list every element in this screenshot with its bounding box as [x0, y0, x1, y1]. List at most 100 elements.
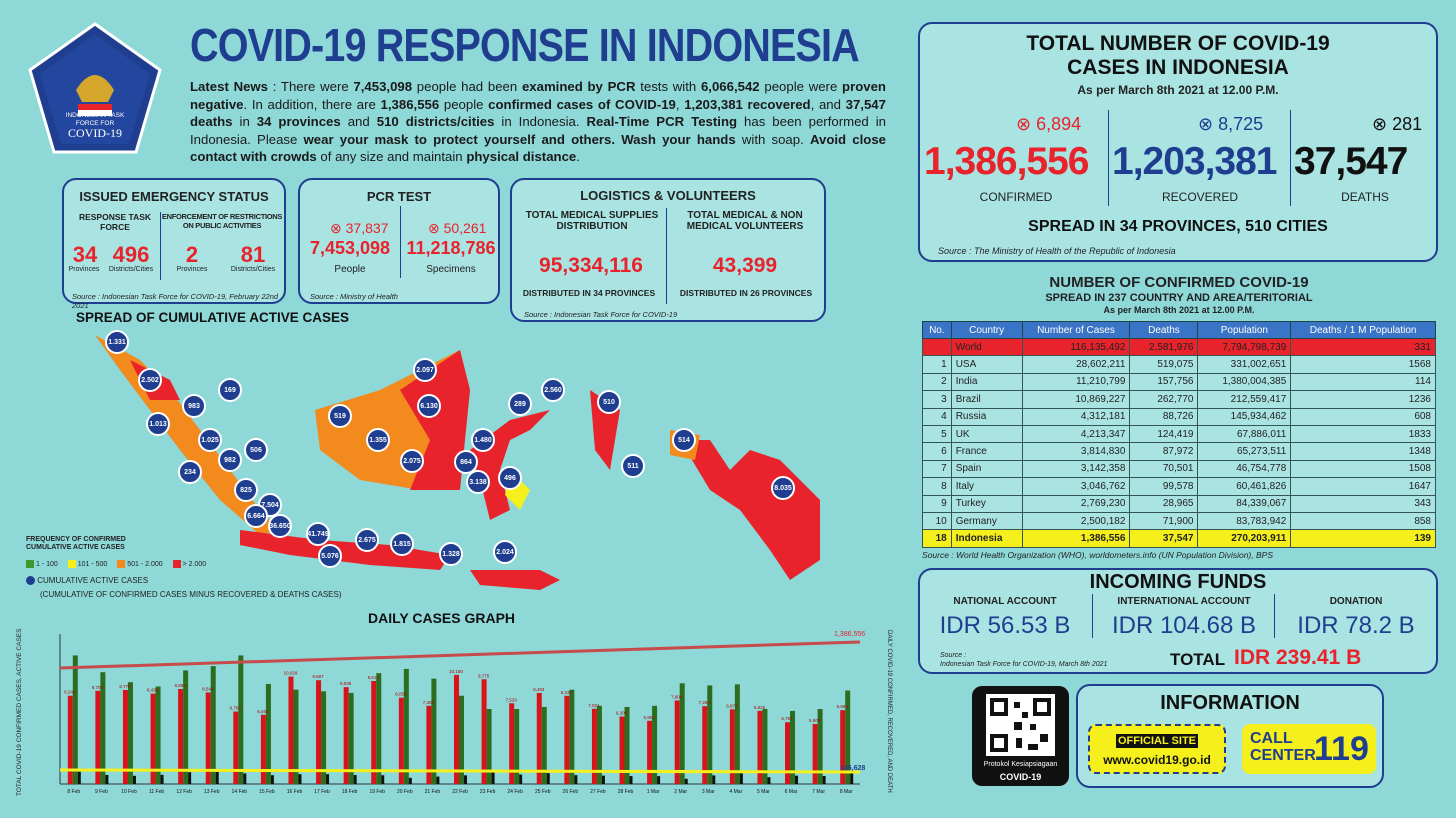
confirmed-bar: [95, 690, 101, 784]
legend-label: 1 - 100: [35, 560, 58, 568]
legend-item: 1 - 100: [26, 560, 58, 568]
graph-ylabel-right: DAILY COVID-19 CONFIRMED, RECOVERED, AND…: [886, 630, 892, 793]
table-cell: 139: [1290, 529, 1436, 548]
east-kalimantan: [400, 350, 470, 490]
deaths-bar: [546, 773, 550, 784]
pcr-inc2-value: 50,261: [443, 220, 487, 236]
table-cell: 10,869,227: [1021, 390, 1131, 409]
recovered-bar: [72, 655, 78, 784]
total-cases-panel: TOTAL NUMBER OF COVID-19 CASES IN INDONE…: [918, 22, 1438, 262]
total-asof: As per March 8th 2021 at 12.00 P.M.: [1077, 83, 1279, 97]
confirmed-increase-value: 6,894: [1036, 114, 1082, 134]
confirmed-data-label: 8,776: [119, 684, 131, 689]
x-tick-label: 5 Mar: [757, 789, 770, 795]
deaths-bar: [243, 773, 247, 784]
emergency-value-2: 496: [112, 242, 150, 267]
news-segment: Avoid close contact with crowds: [190, 131, 886, 165]
confirmed-bar: [812, 724, 818, 784]
active-cases-circle: 3.138: [466, 470, 490, 494]
confirmed-bar: [150, 693, 156, 784]
funds-donation-value: IDR 78.2 B: [1297, 612, 1415, 639]
x-tick-label: 4 Mar: [729, 789, 742, 795]
news-segment: people were: [759, 79, 843, 94]
news-segment: wear your mask to protect yourself and o…: [303, 131, 736, 147]
table-cell: Russia: [950, 407, 1023, 426]
table-cell: 1,380,004,385: [1197, 372, 1292, 392]
deaths-bar: [795, 775, 799, 784]
deaths-bar: [850, 771, 854, 784]
table-cell: 6: [922, 442, 952, 461]
active-cases-circle: 169: [218, 378, 242, 402]
total-source: Source : The Ministry of Health of the R…: [938, 246, 1176, 256]
confirmed-data-label: 6,765: [230, 706, 242, 711]
news-segment: 1,203,381 recovered: [684, 96, 811, 112]
recovered-bar: [210, 666, 216, 784]
confirmed-bar: [233, 711, 239, 784]
legend-title: FREQUENCY OF CONFIRMED CUMULATIVE ACTIVE…: [26, 536, 126, 551]
recovered-bar: [293, 689, 299, 784]
table-row: 8 Italy 3,046,762 99,578 60,461,826 1647: [922, 477, 1436, 496]
table-cell: 3,046,762: [1021, 477, 1131, 496]
news-segment: of any size and maintain: [316, 149, 467, 165]
divider: [1274, 594, 1275, 638]
logo-line-3: COVID-19: [68, 126, 122, 140]
deaths-bar: [629, 776, 633, 784]
latest-news: Latest News : There were 7,453,098 peopl…: [190, 78, 886, 166]
x-tick-label: 26 Feb: [563, 789, 579, 795]
recovered-bar: [624, 706, 630, 784]
world-asof: As per March 8th 2021 at 12.00 P.M.: [1103, 305, 1255, 315]
confirmed-data-label: 10,180: [449, 669, 463, 674]
logistics-volunteers-label: TOTAL MEDICAL & NON MEDICAL VOLUNTEERS: [686, 210, 804, 232]
active-cases-circle: 506: [244, 438, 268, 462]
table-row: 3 Brazil 10,869,227 262,770 212,559,417 1236: [922, 390, 1436, 409]
table-cell: 60,461,826: [1197, 477, 1292, 496]
table-cell: 46,754,778: [1197, 459, 1292, 479]
recovered-bar: [321, 691, 327, 784]
divider: [666, 208, 667, 304]
table-cell: 157,756: [1129, 372, 1199, 392]
deaths-bar: [767, 777, 771, 784]
table-cell: 28,965: [1129, 494, 1199, 513]
legend-label: 501 - 2.000: [127, 560, 163, 568]
qr-card[interactable]: Protokol Kesiapsiagaan COVID-19: [972, 686, 1069, 786]
active-cases-circle: 5.076: [318, 544, 342, 568]
x-tick-label: 8 Feb: [67, 789, 80, 795]
x-tick-label: 24 Feb: [507, 789, 523, 795]
recovered-value: 1,203,381: [1112, 140, 1278, 183]
table-cell: 114: [1290, 372, 1436, 392]
table-cell: 1647: [1290, 477, 1436, 496]
news-segment: 37,547 deaths: [190, 96, 886, 130]
table-cell: 262,770: [1129, 390, 1199, 409]
official-site-link[interactable]: OFFICIAL SITE www.covid19.go.id: [1088, 724, 1226, 774]
confirmed-value: 1,386,556: [924, 140, 1090, 183]
news-segment: people: [439, 96, 489, 112]
logistics-supplies-value: 95,334,116: [539, 254, 643, 277]
table-cell: 3: [922, 390, 952, 409]
table-cell: World: [950, 337, 1023, 357]
confirmed-bar: [591, 708, 597, 784]
deaths-bar: [381, 775, 385, 784]
table-header: Population: [1197, 321, 1292, 339]
legend-item: 501 - 2.000: [117, 560, 163, 568]
confirmed-bar: [481, 679, 487, 784]
table-cell: Spain: [950, 459, 1023, 479]
call-label-1: CALL: [1250, 730, 1293, 747]
x-tick-label: 25 Feb: [535, 789, 551, 795]
x-tick-label: 7 Mar: [812, 789, 825, 795]
pcr-increase-2: ⊗ 50,261: [428, 220, 486, 237]
emergency-label-1: Provinces: [68, 266, 100, 273]
table-cell: UK: [950, 424, 1023, 444]
recovered-bar: [155, 686, 161, 784]
x-tick-label: 10 Feb: [121, 789, 137, 795]
funds-international-label: INTERNATIONAL ACCOUNT: [1117, 596, 1251, 607]
emergency-value-3: 2: [185, 242, 199, 267]
pcr-specimens-label: Specimens: [426, 264, 476, 275]
logistics-supplies-label: TOTAL MEDICAL SUPPLIES DISTRIBUTION: [525, 210, 659, 232]
call-center-button[interactable]: CALL CENTER 119: [1242, 724, 1376, 774]
confirmed-bar: [785, 722, 791, 784]
confirmed-bar: [426, 705, 432, 784]
deaths-bar: [408, 777, 412, 784]
table-cell: 124,419: [1129, 424, 1199, 444]
table-cell: 145,934,462: [1197, 407, 1292, 426]
deaths-bar: [77, 771, 81, 784]
